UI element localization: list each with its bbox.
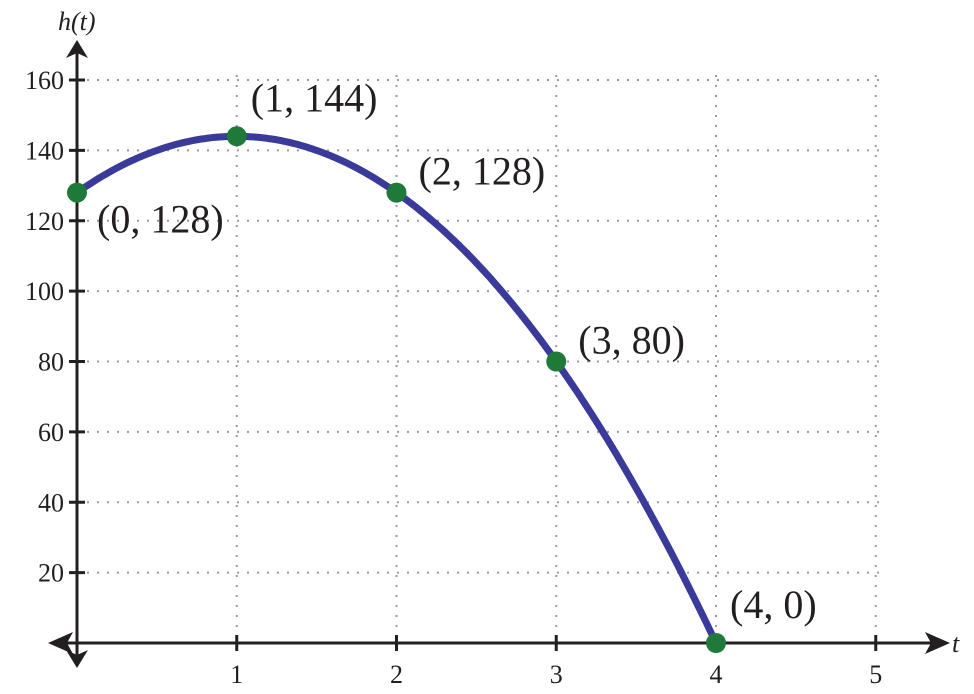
- y-tick-label: 140: [25, 136, 64, 165]
- y-tick-label: 120: [25, 207, 64, 236]
- grid: [77, 75, 881, 643]
- x-tick-label: 4: [710, 660, 723, 689]
- x-axis-label: t: [952, 629, 960, 658]
- y-tick-label: 60: [38, 418, 64, 447]
- data-point: [706, 633, 726, 653]
- x-tick-label: 1: [230, 660, 243, 689]
- x-axis-arrow-left: [48, 632, 73, 654]
- y-tick-label: 40: [38, 488, 64, 517]
- points: (0, 128) (1, 144) (2, 128) (3, 80) (4, 0): [67, 75, 817, 653]
- x-axis-arrow-right: [925, 632, 950, 654]
- data-point: [546, 351, 567, 372]
- data-point: [67, 182, 87, 203]
- y-tick-label: 80: [38, 348, 64, 377]
- y-tick-label: 100: [25, 277, 64, 306]
- y-tick-label: 20: [38, 559, 64, 588]
- point-label: (1, 144): [251, 75, 378, 120]
- y-axis-arrow-up: [66, 40, 88, 58]
- point-label: (0, 128): [97, 197, 224, 242]
- x-tick-label: 2: [390, 660, 403, 689]
- y-axis-label: h(t): [58, 7, 96, 36]
- x-tick-label: 3: [550, 660, 563, 689]
- point-label: (2, 128): [419, 149, 546, 194]
- y-tick-label: 160: [25, 66, 64, 95]
- point-label: (4, 0): [730, 582, 817, 627]
- axes: t h(t): [48, 7, 960, 668]
- data-point: [386, 182, 407, 203]
- point-label: (3, 80): [578, 318, 685, 363]
- x-tick-label: 5: [869, 660, 882, 689]
- data-point: [226, 126, 247, 147]
- ticks: 1 2 3 4 5 20 40 60 80 100 120 140 160: [25, 66, 882, 689]
- y-axis-arrow-down: [66, 650, 88, 668]
